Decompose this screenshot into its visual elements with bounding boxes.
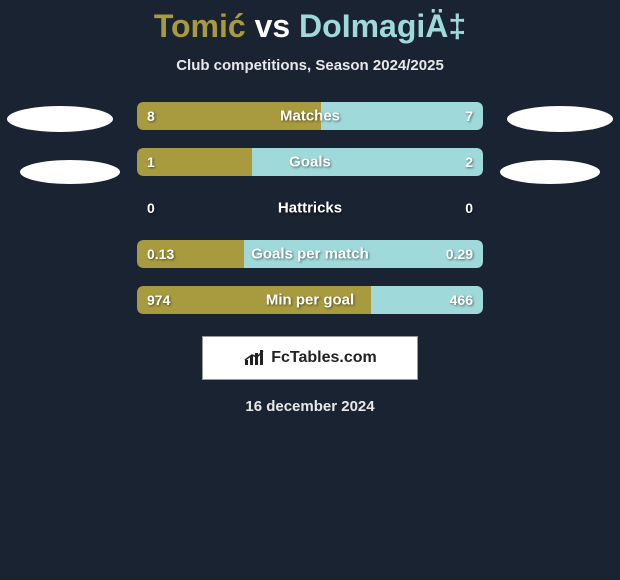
- page-title: Tomić vs DoImagiÄ‡: [154, 8, 466, 45]
- stat-value-right: 0.29: [446, 246, 473, 262]
- stat-fill-right: [252, 148, 483, 176]
- chart-icon: [243, 349, 265, 367]
- stat-value-left: 1: [147, 154, 155, 170]
- stats-area: 8 7 Matches 1 2 Goals 0 0 Hattricks 0.13 0.29 Goals…: [0, 102, 620, 314]
- stat-label: Goals per match: [251, 246, 369, 263]
- decorative-ellipse: [7, 106, 113, 132]
- stat-value-right: 2: [465, 154, 473, 170]
- stat-row: 0 0 Hattricks: [137, 194, 483, 222]
- stat-label: Hattricks: [278, 200, 342, 217]
- stat-value-right: 466: [450, 292, 473, 308]
- stat-row: 8 7 Matches: [137, 102, 483, 130]
- player2-name: DoImagiÄ‡: [299, 8, 466, 44]
- stat-label: Matches: [280, 108, 340, 125]
- decorative-ellipse: [507, 106, 613, 132]
- title-vs: vs: [255, 8, 291, 44]
- decorative-ellipse: [500, 160, 600, 184]
- stat-value-right: 7: [465, 108, 473, 124]
- stat-row: 1 2 Goals: [137, 148, 483, 176]
- stat-value-right: 0: [465, 200, 473, 216]
- stat-value-left: 974: [147, 292, 170, 308]
- stat-bars: 8 7 Matches 1 2 Goals 0 0 Hattricks 0.13 0.29 Goals…: [137, 102, 483, 314]
- player1-name: Tomić: [154, 8, 246, 44]
- stat-label: Goals: [289, 154, 331, 171]
- brand-badge[interactable]: FcTables.com: [202, 336, 418, 380]
- stat-value-left: 0.13: [147, 246, 174, 262]
- subtitle: Club competitions, Season 2024/2025: [176, 57, 444, 74]
- decorative-ellipse: [20, 160, 120, 184]
- footer-date: 16 december 2024: [245, 398, 374, 415]
- stat-row: 974 466 Min per goal: [137, 286, 483, 314]
- stat-value-left: 0: [147, 200, 155, 216]
- stat-fill-right: [321, 102, 483, 130]
- stat-label: Min per goal: [266, 292, 354, 309]
- brand-text: FcTables.com: [271, 349, 377, 367]
- stat-row: 0.13 0.29 Goals per match: [137, 240, 483, 268]
- stat-value-left: 8: [147, 108, 155, 124]
- comparison-widget: Tomić vs DoImagiÄ‡ Club competitions, Se…: [0, 0, 620, 415]
